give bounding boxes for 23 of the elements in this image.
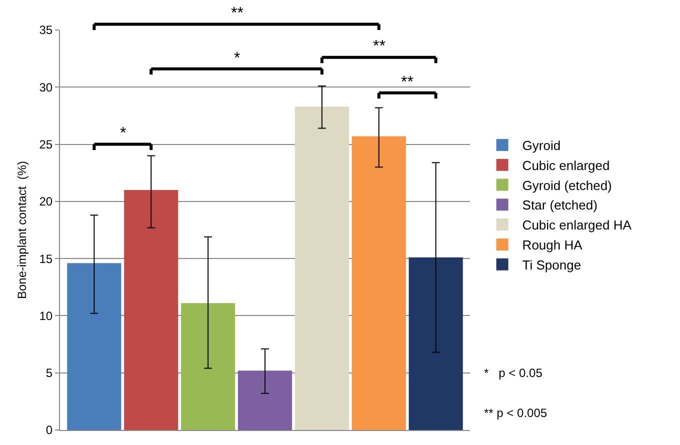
y-tick-label: 5	[46, 366, 53, 380]
legend-label: Cubic enlarged	[522, 158, 610, 173]
y-tick-label: 25	[39, 137, 53, 152]
y-axis-title: Bone-implant contact (%)	[15, 160, 29, 300]
text: * p < 0.05	[484, 366, 543, 380]
y-tick-label: 20	[39, 194, 53, 209]
annotation: **	[373, 38, 386, 55]
legend-label: Ti Sponge	[522, 257, 582, 272]
annotation: **	[401, 74, 414, 91]
y-tick-label: 10	[39, 308, 53, 323]
text: ** p < 0.005	[484, 406, 548, 420]
legend-label: Cubic enlarged HA	[522, 218, 632, 233]
y-tick-label: 0	[46, 423, 53, 438]
y-tick-label: 30	[39, 80, 53, 94]
legend-label: Rough HA	[522, 238, 583, 253]
annotation: *	[234, 50, 240, 67]
annotation: *	[120, 125, 126, 142]
legend-label: Star (etched)	[522, 198, 598, 213]
legend-label: Gyroid	[522, 138, 561, 154]
y-tick-label: 15	[39, 252, 53, 266]
legend-label: Gyroid (etched)	[522, 178, 612, 193]
y-tick-label: 35	[39, 23, 53, 38]
text: **	[231, 5, 244, 22]
